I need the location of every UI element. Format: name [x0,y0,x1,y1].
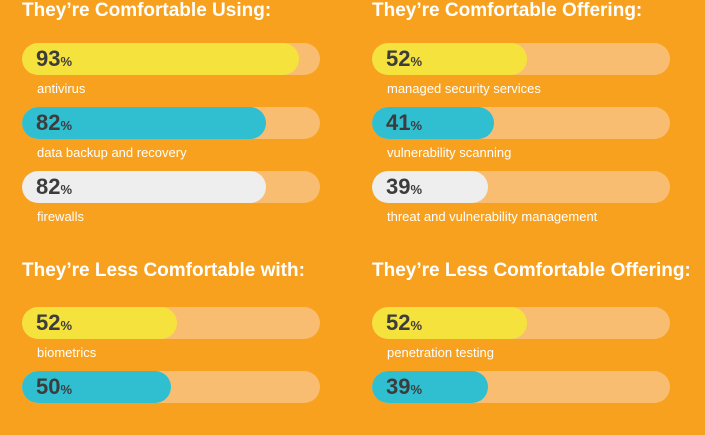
value-number: 39 [386,374,411,399]
chart-panel-comfortable-offering: They’re Comfortable Offering: 52% managed… [372,0,672,224]
bar-value: 41% [386,111,422,138]
percent-sign: % [410,382,423,397]
percent-sign: % [60,318,73,333]
bar-label: threat and vulnerability management [387,209,598,224]
percent-sign: % [410,182,423,197]
percent-sign: % [60,118,73,133]
percent-sign: % [60,54,73,69]
bar-item: 52% biometrics [22,307,322,371]
bar-value: 82% [36,111,72,138]
value-number: 52 [386,310,411,335]
bar-item: 52% penetration testing [372,307,672,371]
bar-item: 41% vulnerability scanning [372,107,672,171]
bar-list: 52% managed security services 41% vulnerabi… [372,43,672,235]
value-number: 52 [386,46,411,71]
percent-sign: % [410,118,423,133]
panel-title: They’re Less Comfortable Offering: [372,260,691,281]
bar-track: 52% [372,307,670,339]
bar-list: 52% biometrics 50% [22,307,322,435]
bar-fill [372,171,488,203]
bar-fill [22,307,177,339]
value-number: 52 [36,310,61,335]
value-number: 82 [36,174,61,199]
bar-value: 50% [36,375,72,402]
bar-item: 82% firewalls [22,171,322,235]
value-number: 93 [36,46,61,71]
bar-label: firewalls [37,209,84,224]
bar-value: 82% [36,175,72,202]
bar-fill [22,171,266,203]
bar-fill [22,371,171,403]
bar-track: 52% [372,43,670,75]
bar-item: 52% managed security services [372,43,672,107]
bar-item: 82% data backup and recovery [22,107,322,171]
percent-sign: % [60,382,73,397]
bar-list: 52% penetration testing 39% [372,307,672,435]
value-number: 41 [386,110,411,135]
bar-value: 39% [386,175,422,202]
bar-list: 93% antivirus 82% data backup and recovery 8… [22,43,322,235]
value-number: 82 [36,110,61,135]
percent-sign: % [410,318,423,333]
bar-track: 39% [372,371,670,403]
panel-title: They’re Comfortable Offering: [372,0,643,21]
panel-title: They’re Less Comfortable with: [22,260,305,281]
bar-track: 82% [22,171,320,203]
bar-value: 39% [386,375,422,402]
value-number: 39 [386,174,411,199]
bar-track: 93% [22,43,320,75]
bar-item: 39% [372,371,672,435]
bar-label: data backup and recovery [37,145,187,160]
bar-track: 50% [22,371,320,403]
bar-track: 41% [372,107,670,139]
percent-sign: % [60,182,73,197]
bar-label: penetration testing [387,345,494,360]
bar-fill [372,307,527,339]
chart-panel-comfortable-using: They’re Comfortable Using: 93% antivirus 8… [22,0,322,224]
percent-sign: % [410,54,423,69]
bar-track: 82% [22,107,320,139]
bar-item: 93% antivirus [22,43,322,107]
bar-item: 39% threat and vulnerability management [372,171,672,235]
bar-track: 39% [372,171,670,203]
bar-fill [372,371,488,403]
bar-label: managed security services [387,81,541,96]
bar-value: 52% [386,311,422,338]
bar-track: 52% [22,307,320,339]
bar-value: 93% [36,47,72,74]
bar-item: 50% [22,371,322,435]
bar-label: biometrics [37,345,97,360]
bar-fill [372,43,527,75]
value-number: 50 [36,374,61,399]
bar-value: 52% [386,47,422,74]
bar-label: vulnerability scanning [387,145,512,160]
chart-panel-less-comfortable-offering: They’re Less Comfortable Offering: 52% pe… [372,260,691,403]
bar-value: 52% [36,311,72,338]
bar-label: antivirus [37,81,86,96]
panel-title: They’re Comfortable Using: [22,0,272,21]
bar-fill [22,43,299,75]
chart-panel-less-comfortable-with: They’re Less Comfortable with: 52% biomet… [22,260,322,403]
bar-fill [372,107,494,139]
bar-fill [22,107,266,139]
